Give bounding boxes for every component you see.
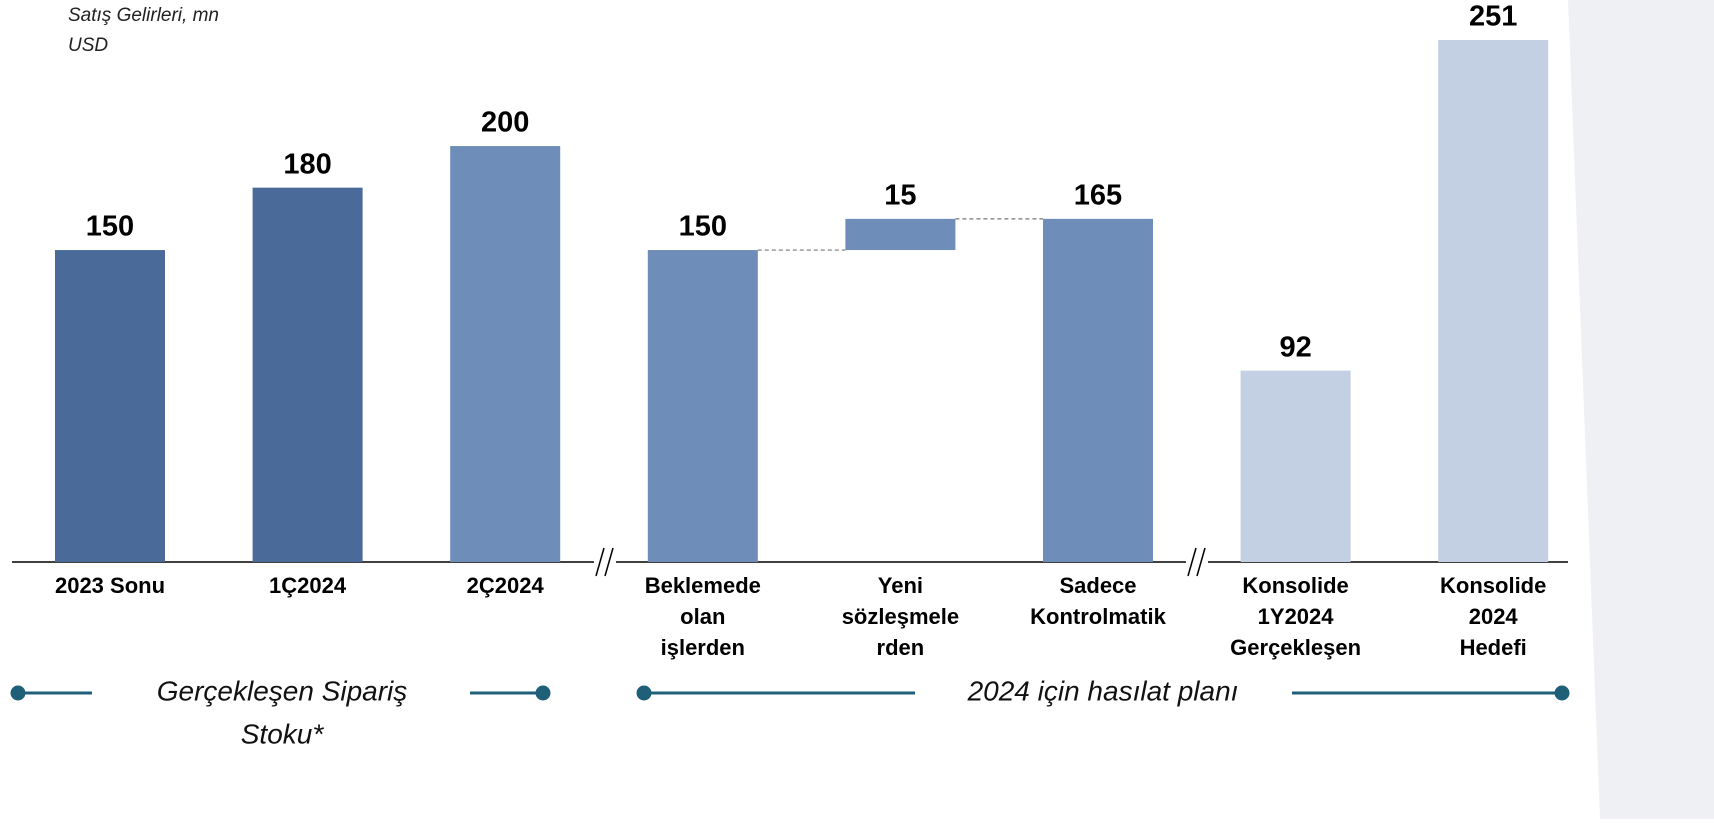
group-bracket: [10, 685, 551, 701]
x-tick-label: işlerden: [661, 635, 745, 660]
value-label: 92: [1279, 331, 1311, 363]
x-tick-label: Beklemede: [645, 573, 761, 598]
x-tick-label: 2Ç2024: [467, 573, 545, 598]
x-tick-label: Konsolide: [1440, 573, 1546, 598]
value-label: 150: [86, 211, 134, 243]
bar: [647, 250, 758, 563]
value-label: 251: [1469, 1, 1517, 33]
bar: [252, 187, 363, 563]
group-label: Stoku*: [241, 718, 325, 749]
x-tick-label: 1Ç2024: [269, 573, 347, 598]
x-tick-label: Konsolide: [1242, 573, 1348, 598]
axis-break: [1186, 547, 1208, 577]
x-tick-label: olan: [680, 604, 725, 629]
subtitle: Satış Gelirleri, mn: [68, 5, 219, 26]
x-tick-label: Hedefi: [1460, 635, 1527, 660]
x-tick-label: Kontrolmatik: [1030, 604, 1166, 629]
axis-break: [594, 547, 616, 577]
value-label: 15: [884, 180, 916, 212]
group-label: 2024 için hasılat planı: [967, 675, 1239, 706]
value-label: 180: [283, 148, 331, 180]
x-tick-label: Gerçekleşen: [1230, 635, 1361, 660]
bar: [1240, 370, 1351, 562]
x-tick-label: Yeni: [878, 573, 923, 598]
subtitle: USD: [68, 35, 108, 56]
bar: [1043, 218, 1153, 562]
bar: [845, 218, 956, 251]
bar: [1438, 40, 1549, 562]
x-tick-label: Sadece: [1059, 573, 1136, 598]
group-bracket: [636, 685, 1570, 701]
x-tick-label: sözleşmele: [842, 604, 959, 629]
value-label: 150: [679, 211, 727, 243]
value-label: 200: [481, 107, 529, 139]
x-tick-label: 1Y2024: [1258, 604, 1335, 629]
group-label: Gerçekleşen Sipariş: [157, 675, 408, 706]
x-tick-label: rden: [877, 635, 925, 660]
value-label: 165: [1074, 180, 1122, 212]
x-tick-label: 2024: [1469, 604, 1519, 629]
bar: [55, 250, 165, 563]
edge-decoration: [1568, 0, 1714, 819]
x-tick-label: 2023 Sonu: [55, 573, 165, 598]
bar: [450, 146, 561, 562]
